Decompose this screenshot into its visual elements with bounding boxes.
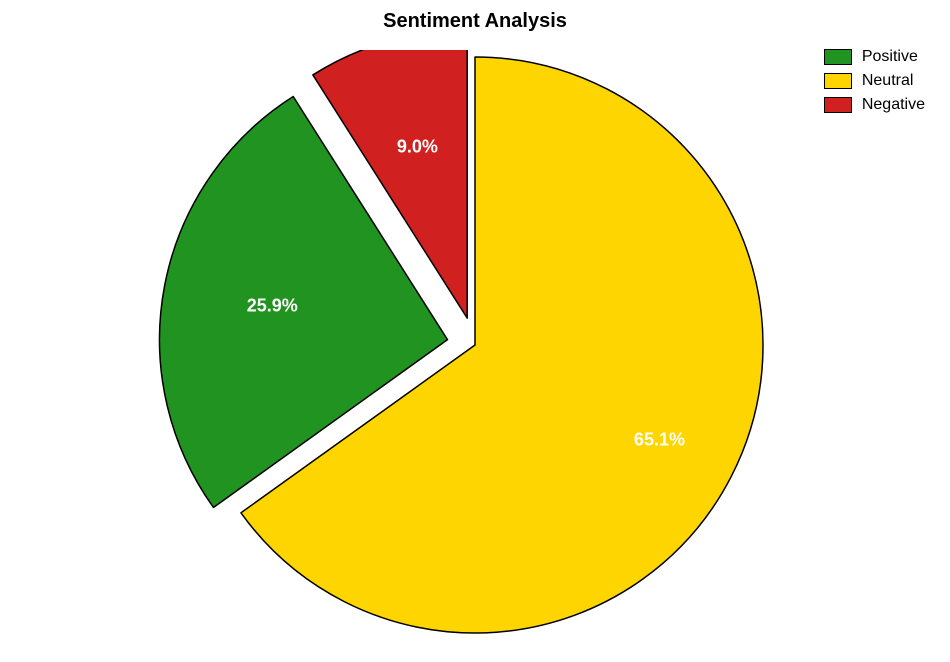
legend-swatch-positive [824,49,852,65]
legend-label-negative: Negative [862,96,925,114]
pie-chart [0,50,950,650]
slice-label-neutral: 65.1% [634,429,685,450]
legend-item-neutral: Neutral [824,72,925,90]
legend-item-positive: Positive [824,48,925,66]
legend-swatch-neutral [824,73,852,89]
legend-swatch-negative [824,97,852,113]
slice-label-positive: 25.9% [247,295,298,316]
legend-label-positive: Positive [862,48,918,66]
slice-label-negative: 9.0% [397,136,438,157]
chart-title: Sentiment Analysis [0,10,950,33]
legend: Positive Neutral Negative [824,48,925,120]
legend-label-neutral: Neutral [862,72,914,90]
legend-item-negative: Negative [824,96,925,114]
